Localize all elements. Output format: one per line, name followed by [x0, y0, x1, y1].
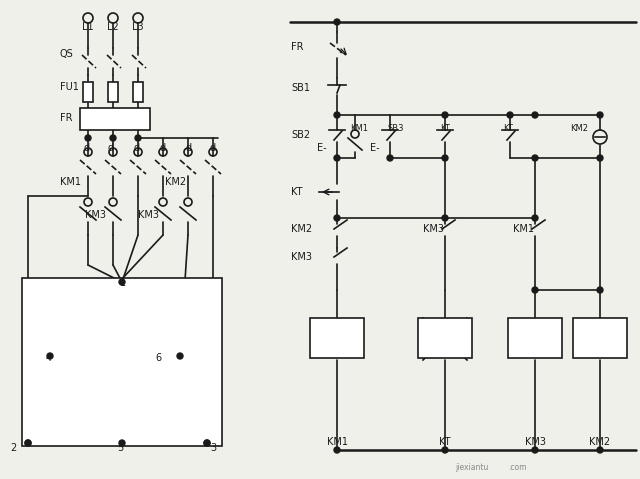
Text: KM3: KM3: [423, 224, 444, 234]
Circle shape: [25, 440, 31, 446]
Circle shape: [334, 447, 340, 453]
Bar: [108, 82, 118, 102]
Bar: [83, 82, 93, 102]
Text: FR: FR: [291, 42, 303, 52]
Circle shape: [387, 155, 393, 161]
Circle shape: [204, 440, 210, 446]
Circle shape: [334, 19, 340, 25]
Text: d: d: [210, 143, 216, 153]
Text: 1: 1: [120, 278, 126, 288]
Circle shape: [177, 353, 183, 359]
Text: 5: 5: [117, 443, 124, 453]
Text: SB1: SB1: [291, 83, 310, 93]
Text: KM1: KM1: [326, 437, 348, 447]
Text: d: d: [160, 143, 166, 153]
Text: QS: QS: [60, 49, 74, 59]
Circle shape: [334, 155, 340, 161]
Bar: [133, 82, 143, 102]
Text: E-: E-: [370, 143, 380, 153]
Circle shape: [119, 440, 125, 446]
Circle shape: [204, 440, 210, 446]
Circle shape: [532, 287, 538, 293]
Circle shape: [597, 112, 603, 118]
Text: 4: 4: [46, 353, 52, 363]
Text: jiexiantu: jiexiantu: [455, 464, 488, 472]
Text: 2: 2: [10, 443, 16, 453]
Circle shape: [25, 440, 31, 446]
Text: KM3: KM3: [291, 252, 312, 262]
Circle shape: [597, 447, 603, 453]
Circle shape: [442, 447, 448, 453]
Text: d: d: [83, 143, 89, 153]
Bar: [310, 318, 364, 358]
Circle shape: [135, 135, 141, 141]
Text: KT: KT: [440, 124, 450, 133]
Text: KT: KT: [439, 437, 451, 447]
Bar: [418, 318, 472, 358]
Circle shape: [47, 353, 53, 359]
Text: KM1: KM1: [60, 177, 81, 187]
Circle shape: [532, 447, 538, 453]
Circle shape: [334, 112, 340, 118]
Text: L3: L3: [132, 22, 143, 32]
Circle shape: [532, 155, 538, 161]
Text: FR: FR: [60, 113, 72, 123]
Text: FU1: FU1: [60, 82, 79, 92]
Bar: [80, 108, 150, 130]
Text: KM3: KM3: [525, 437, 545, 447]
Circle shape: [442, 155, 448, 161]
Circle shape: [532, 215, 538, 221]
Circle shape: [442, 215, 448, 221]
Text: KM2: KM2: [570, 124, 588, 133]
Circle shape: [334, 215, 340, 221]
Text: d: d: [185, 143, 191, 153]
Text: L2: L2: [107, 22, 119, 32]
Circle shape: [532, 112, 538, 118]
Text: KM2: KM2: [291, 224, 312, 234]
Text: 6: 6: [155, 353, 161, 363]
Circle shape: [85, 135, 91, 141]
Text: KM3: KM3: [138, 210, 159, 220]
Circle shape: [119, 279, 125, 285]
Circle shape: [507, 112, 513, 118]
Text: KT: KT: [291, 187, 303, 197]
Text: KM1: KM1: [513, 224, 534, 234]
Circle shape: [110, 135, 116, 141]
Circle shape: [442, 112, 448, 118]
Text: d: d: [133, 143, 139, 153]
Text: SB3: SB3: [388, 124, 404, 133]
Text: KT: KT: [503, 124, 513, 133]
Bar: [508, 318, 562, 358]
Text: KM3: KM3: [85, 210, 106, 220]
Text: .com: .com: [508, 464, 527, 472]
Text: SB2: SB2: [291, 130, 310, 140]
Text: 3: 3: [210, 443, 216, 453]
Text: KM1: KM1: [350, 124, 368, 133]
Text: L1: L1: [82, 22, 93, 32]
Text: KM2: KM2: [589, 437, 611, 447]
Circle shape: [597, 155, 603, 161]
Text: d: d: [108, 143, 114, 153]
Text: KM2: KM2: [165, 177, 186, 187]
Text: E-: E-: [317, 143, 326, 153]
Circle shape: [597, 287, 603, 293]
Bar: [573, 318, 627, 358]
Bar: [22, 278, 222, 446]
